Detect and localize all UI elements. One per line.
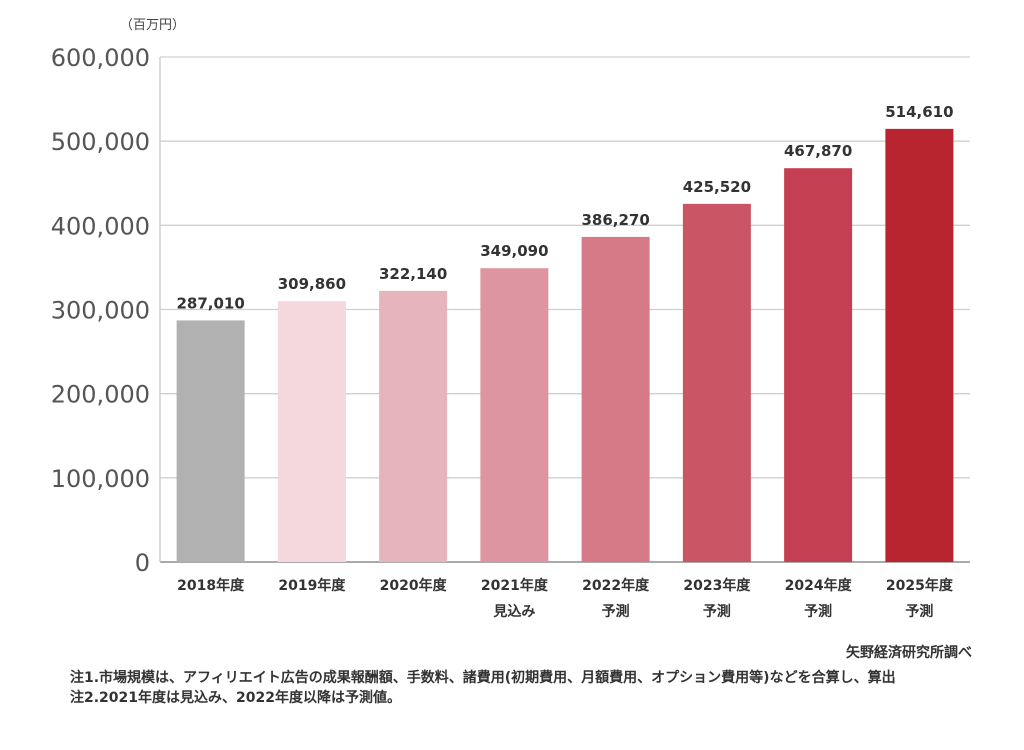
x-tick-sublabel: 予測 xyxy=(602,603,630,620)
x-tick-label: 2018年度 xyxy=(177,577,245,594)
bar xyxy=(176,320,245,562)
value-label: 467,870 xyxy=(784,142,852,160)
y-tick-label: 400,000 xyxy=(51,212,150,240)
y-tick-label: 200,000 xyxy=(51,381,150,409)
x-tick-sublabel: 予測 xyxy=(905,603,933,620)
value-label: 386,270 xyxy=(581,211,649,229)
notes: 注1.市場規模は、アフィリエイト広告の成果報酬額、手数料、諸費用(初期費用、月額… xyxy=(70,668,990,708)
y-tick-label: 100,000 xyxy=(51,465,150,493)
value-label: 287,010 xyxy=(176,294,244,312)
value-label: 514,610 xyxy=(885,103,953,121)
value-label: 349,090 xyxy=(480,242,548,260)
bar xyxy=(277,301,346,562)
x-tick-sublabel: 予測 xyxy=(804,603,832,620)
note-2: 注2.2021年度は見込み、2022年度以降は予測値。 xyxy=(70,690,401,706)
y-tick-label: 300,000 xyxy=(51,297,150,325)
unit-label: （百万円） xyxy=(120,18,186,33)
bar xyxy=(885,128,954,562)
x-tick-label: 2020年度 xyxy=(380,577,448,594)
bar xyxy=(784,168,853,562)
value-label: 425,520 xyxy=(683,178,751,196)
x-tick-label: 2021年度 xyxy=(481,577,549,594)
y-tick-label: 500,000 xyxy=(51,128,150,156)
bar xyxy=(480,268,549,562)
x-tick-label: 2019年度 xyxy=(278,577,346,594)
value-label: 322,140 xyxy=(379,265,447,283)
bar xyxy=(682,203,751,562)
bar xyxy=(379,290,448,562)
x-tick-label: 2022年度 xyxy=(582,577,650,594)
source-credit: 矢野経済研究所調べ xyxy=(846,645,972,661)
y-tick-label: 600,000 xyxy=(51,44,150,72)
x-tick-label: 2025年度 xyxy=(886,577,954,594)
x-tick-sublabel: 予測 xyxy=(703,603,731,620)
value-label: 309,860 xyxy=(278,275,346,293)
x-tick-label: 2023年度 xyxy=(683,577,751,594)
bar-chart: 0 100,000 200,000 300,000 400,000 500,000 600,… xyxy=(51,44,970,620)
bar xyxy=(581,236,650,563)
x-tick-label: 2024年度 xyxy=(785,577,853,594)
x-tick-sublabel: 見込み xyxy=(492,603,535,620)
y-tick-label: 0 xyxy=(135,549,150,577)
note-1: 注1.市場規模は、アフィリエイト広告の成果報酬額、手数料、諸費用(初期費用、月額… xyxy=(70,670,896,686)
